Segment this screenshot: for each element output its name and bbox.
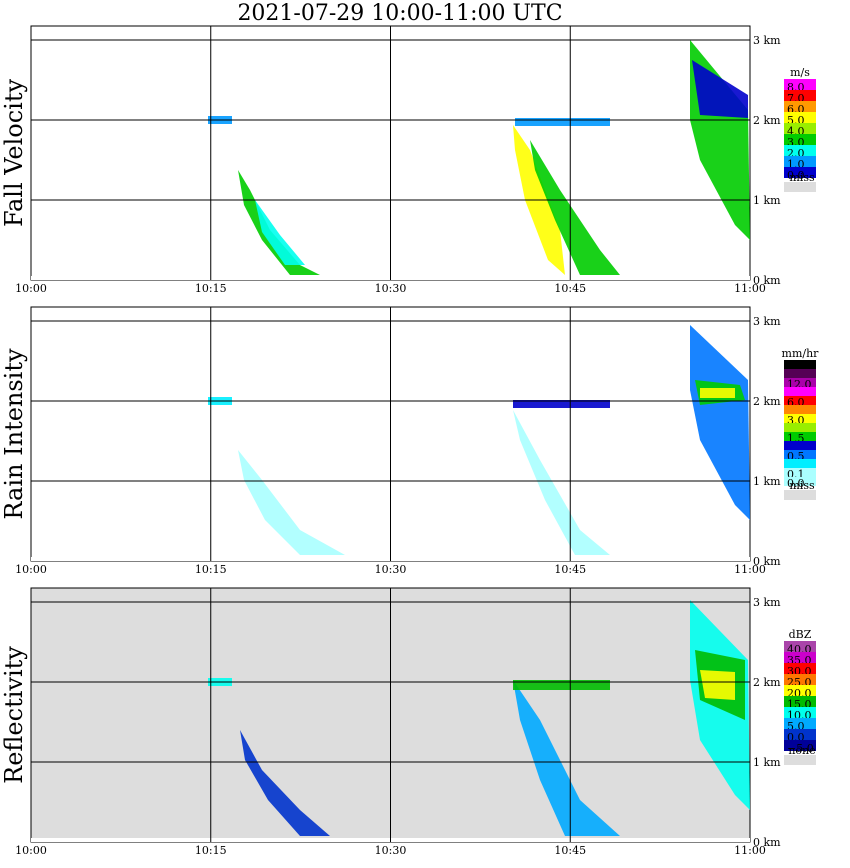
legend-swatch [784, 685, 816, 696]
echo-region [255, 200, 305, 265]
legend-label: 0.0 [787, 477, 805, 490]
echo-region [240, 730, 330, 836]
legend-missing-swatch [784, 490, 816, 500]
legend-swatch [784, 90, 816, 101]
legend-swatch [784, 79, 816, 90]
y-tick-label: 0 km [753, 555, 781, 568]
legend-swatch [784, 663, 816, 674]
legend-label: 0.0 [787, 169, 805, 182]
x-tick-label: 10:00 [15, 282, 47, 295]
y-tick-label: 2 km [753, 114, 781, 127]
legend-swatch [784, 729, 816, 740]
legend-missing-label: miss [789, 171, 815, 184]
echo-region [692, 60, 748, 118]
legend-swatch [784, 134, 816, 145]
y-tick-label: 1 km [753, 756, 781, 769]
legend-missing-swatch [784, 755, 816, 765]
legend-missing-swatch [784, 182, 816, 192]
x-tick-label: 10:30 [375, 844, 407, 857]
legend-swatch [784, 718, 816, 729]
y-tick-label: 2 km [753, 676, 781, 689]
x-tick-label: 10:15 [195, 563, 227, 576]
x-tick-label: 10:30 [375, 282, 407, 295]
echo-region [238, 450, 345, 555]
legend-swatch [784, 360, 816, 369]
y-tick-label: 0 km [753, 836, 781, 849]
legend-swatch [784, 405, 816, 414]
x-tick-label: 10:00 [15, 844, 47, 857]
legend-unit: mm/hr [782, 347, 820, 360]
legend-swatch [784, 432, 816, 441]
echo-region [513, 410, 610, 555]
x-tick-label: 10:45 [554, 844, 586, 857]
echo-region [700, 388, 735, 398]
legend-unit: m/s [790, 66, 810, 79]
legend-swatch [784, 641, 816, 652]
legend-label: −5.0 [787, 742, 814, 755]
legend-swatch [784, 387, 816, 396]
echo-region [513, 680, 620, 836]
legend-swatch [784, 112, 816, 123]
y-tick-label: 3 km [753, 596, 781, 609]
legend-swatch [784, 707, 816, 718]
x-tick-label: 11:00 [734, 844, 766, 857]
legend-swatch [784, 167, 816, 178]
y-tick-label: 3 km [753, 315, 781, 328]
y-tick-label: 3 km [753, 34, 781, 47]
x-tick-label: 10:30 [375, 563, 407, 576]
x-tick-label: 10:15 [195, 282, 227, 295]
legend-missing-label: none [788, 744, 815, 757]
panel-title: Rain Intensity [0, 348, 28, 520]
legend-swatch [784, 123, 816, 134]
x-tick-label: 10:45 [554, 282, 586, 295]
legend-unit: dBZ [789, 628, 812, 641]
legend-swatch [784, 369, 816, 378]
legend-swatch [784, 101, 816, 112]
echo-region [513, 400, 610, 408]
x-tick-label: 10:00 [15, 563, 47, 576]
echo-region [515, 118, 610, 126]
legend-swatch [784, 674, 816, 685]
legend-missing-label: miss [789, 479, 815, 492]
panel-2: 0 km 1 km 2 km 3 km 10:00 10:15 10:30 10:45 11:0… [0, 306, 820, 576]
legend-swatch [784, 740, 816, 751]
y-tick-label: 1 km [753, 475, 781, 488]
panel-title: Fall Velocity [0, 79, 28, 228]
legend-swatch [784, 156, 816, 167]
legend-swatch [784, 378, 816, 387]
legend-swatch [784, 468, 816, 477]
panel-title: Reflectivity [0, 646, 28, 784]
legend-swatch [784, 423, 816, 432]
legend-swatch [784, 652, 816, 663]
echo-region [690, 325, 750, 520]
panel-3: 0 km 1 km 2 km 3 km 10:00 10:15 10:30 10:45 11:0… [0, 587, 816, 857]
chart-title: 2021-07-29 10:00-11:00 UTC [237, 1, 563, 26]
echo-region [530, 140, 620, 275]
legend-swatch [784, 450, 816, 459]
x-tick-label: 11:00 [734, 563, 766, 576]
panel-1: 0 km 1 km 2 km 3 km 10:00 10:15 10:30 10:45 11:0… [0, 25, 816, 295]
legend-swatch [784, 396, 816, 405]
y-tick-label: 0 km [753, 274, 781, 287]
legend-swatch [784, 414, 816, 423]
legend-swatch [784, 477, 816, 486]
legend-swatch [784, 441, 816, 450]
echo-region [700, 670, 735, 700]
x-tick-label: 11:00 [734, 282, 766, 295]
y-tick-label: 2 km [753, 395, 781, 408]
x-tick-label: 10:15 [195, 844, 227, 857]
x-tick-label: 10:45 [554, 563, 586, 576]
legend-swatch [784, 459, 816, 468]
legend-swatch [784, 696, 816, 707]
legend-swatch [784, 145, 816, 156]
y-tick-label: 1 km [753, 194, 781, 207]
